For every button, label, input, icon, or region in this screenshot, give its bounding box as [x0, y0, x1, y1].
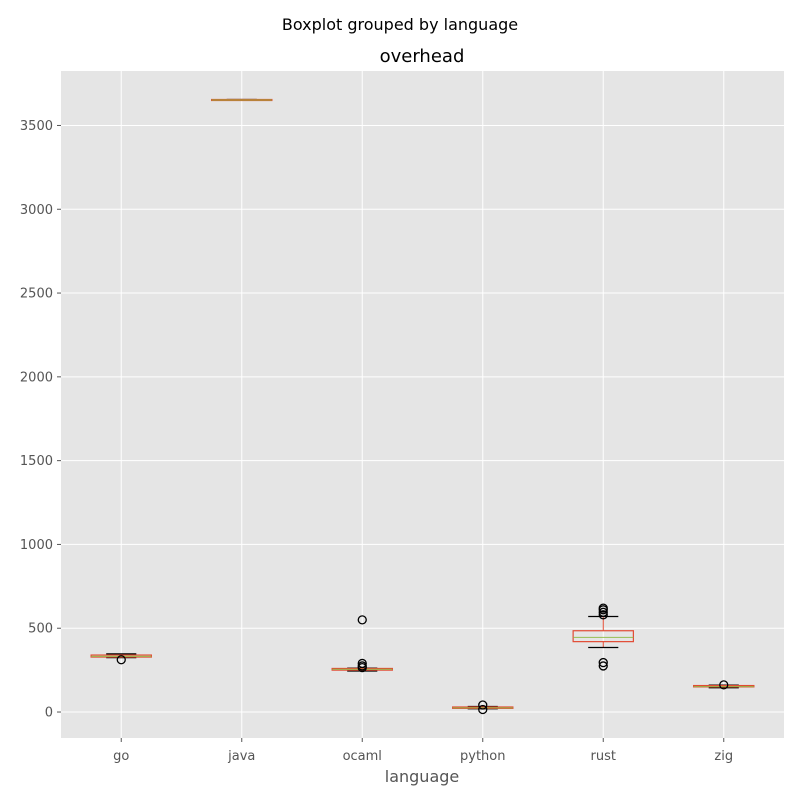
box-layer: [90, 98, 755, 715]
x-tick-label: ocaml: [343, 749, 382, 764]
flier-point: [357, 615, 367, 625]
y-tick-label: 500: [28, 622, 53, 637]
y-tick-label: 1000: [20, 538, 53, 553]
flier-point: [357, 662, 367, 673]
x-tick-label: go: [113, 749, 129, 764]
flier-point: [719, 680, 729, 690]
flier-point: [598, 661, 608, 671]
tick-layer: 0 500 1000 1500 2000 2500 3000 3500 go java ocaml p…: [20, 119, 733, 764]
y-tick-label: 0: [45, 706, 53, 721]
chart-title: overhead: [380, 46, 465, 67]
x-tick-label: python: [460, 749, 505, 764]
flier-point: [478, 704, 488, 715]
box-iqr: [572, 630, 634, 643]
flier-point: [598, 657, 608, 668]
x-axis-label: language: [385, 767, 460, 786]
flier-point: [478, 700, 488, 710]
chart-suptitle: Boxplot grouped by language: [282, 15, 518, 34]
y-tick-label: 3000: [20, 203, 53, 218]
x-tick-label: java: [227, 749, 255, 764]
flier-point: [598, 607, 608, 617]
y-tick-label: 1500: [20, 454, 53, 469]
box-rust: [572, 603, 634, 671]
box-java: [211, 98, 273, 102]
box-ocaml: [331, 615, 393, 673]
y-tick-label: 2000: [20, 370, 53, 385]
box-zig: [693, 680, 755, 690]
y-tick-label: 2500: [20, 287, 53, 302]
box-go: [90, 653, 152, 665]
flier-point: [116, 655, 126, 665]
x-tick-label: rust: [591, 749, 616, 764]
flier-point: [598, 610, 608, 620]
plot-area: [61, 71, 784, 738]
y-tick-label: 3500: [20, 119, 53, 134]
flier-point: [598, 605, 608, 615]
box-python: [452, 700, 514, 715]
flier-point: [357, 658, 367, 669]
x-tick-label: zig: [714, 749, 733, 764]
